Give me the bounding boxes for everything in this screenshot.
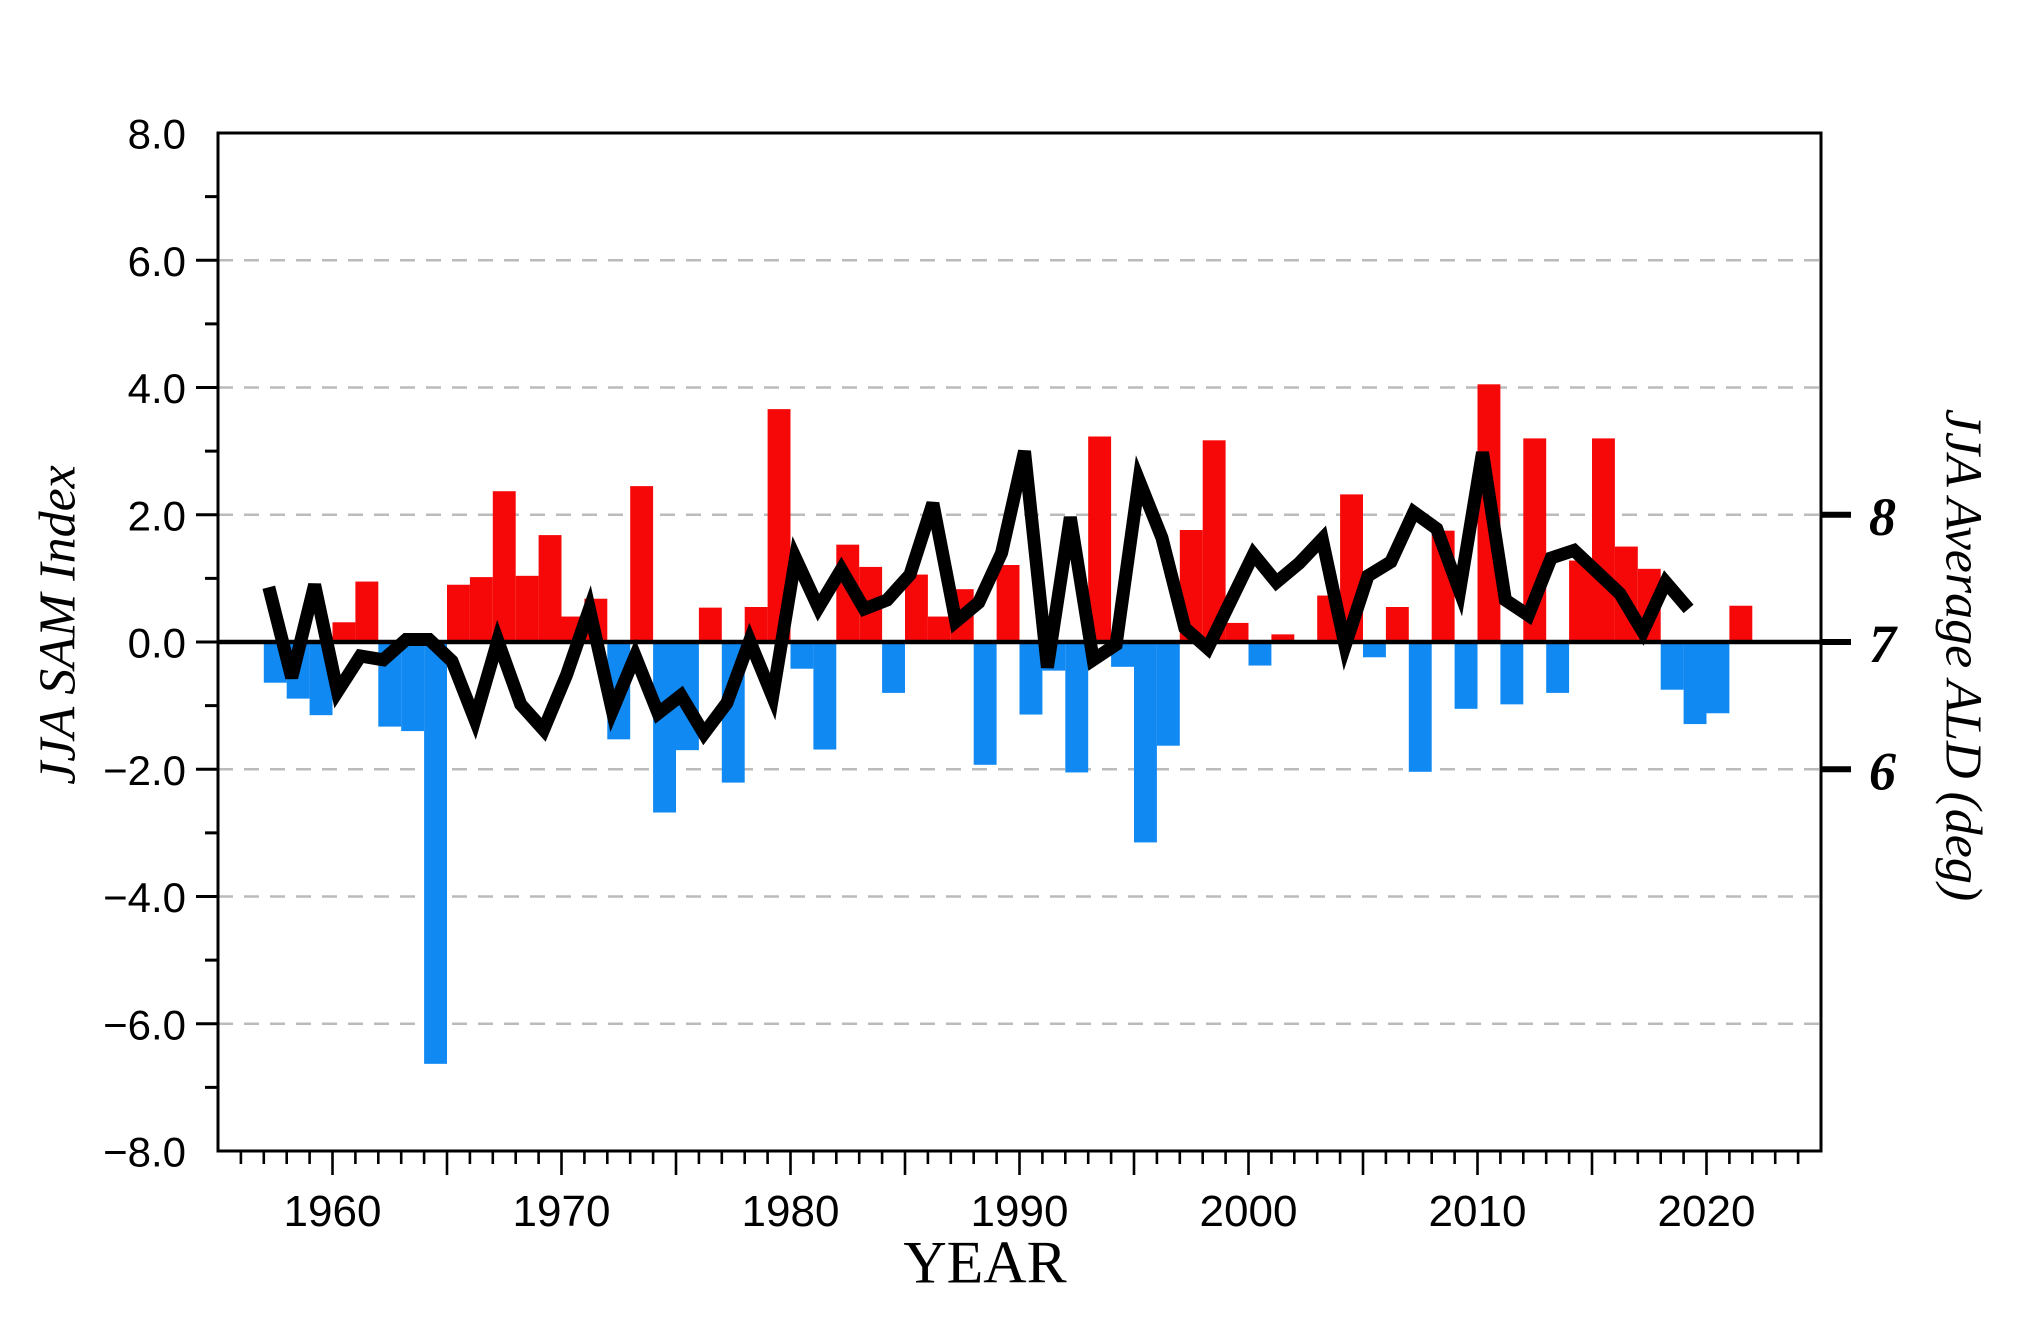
bottom-tick-label-1980: 1980 (742, 1187, 840, 1236)
bar-1965 (447, 584, 470, 642)
bottom-tick-label-2020: 2020 (1658, 1187, 1756, 1236)
bar-2011 (1500, 642, 1524, 705)
sam-bars (263, 384, 1753, 1064)
bar-2020 (1706, 642, 1730, 714)
bar-2005 (1363, 642, 1386, 658)
bottom-tick-label-2000: 2000 (1200, 1187, 1298, 1236)
bar-1969 (538, 535, 562, 642)
bar-1973 (630, 486, 654, 642)
bar-1961 (355, 581, 379, 642)
bar-1963 (401, 642, 425, 732)
left-tick-label--4: −4.0 (103, 874, 186, 921)
right-tick-label-6: 6 (1869, 741, 1896, 801)
gridlines (218, 259, 1821, 1025)
right-tick-label-7: 7 (1869, 614, 1898, 674)
bar-1989 (996, 565, 1020, 642)
ald-line (262, 449, 1694, 746)
right-tick-label-8: 8 (1869, 487, 1896, 547)
left-tick-label--2: −2.0 (103, 747, 186, 794)
right-axis-title: JJA Average ALD (deg) (1934, 408, 1992, 902)
bottom-tick-label-1990: 1990 (971, 1187, 1069, 1236)
bar-1992 (1065, 642, 1089, 773)
bar-1980 (790, 642, 814, 669)
bar-1985 (905, 574, 928, 642)
bar-1995 (1134, 642, 1157, 843)
bar-2015 (1592, 438, 1615, 642)
bar-2006 (1385, 607, 1409, 642)
left-tick-label-6: 6.0 (128, 238, 186, 285)
bar-1967 (492, 491, 516, 642)
bar-1968 (515, 575, 539, 642)
bar-1964 (424, 642, 447, 1064)
left-axis-title: JJA SAM Index (29, 465, 87, 785)
bar-1960 (332, 622, 356, 642)
bottom-axis: 1960 1970 1980 1990 2000 2010 2020 (239, 1151, 1800, 1236)
bar-1974 (653, 642, 676, 813)
left-tick-label-2: 2.0 (128, 492, 186, 539)
bar-1998 (1202, 440, 1226, 642)
bar-2013 (1546, 642, 1570, 693)
bar-2000 (1248, 642, 1272, 666)
bottom-tick-label-1960: 1960 (284, 1187, 382, 1236)
left-tick-label--8: −8.0 (103, 1129, 186, 1176)
bar-2001 (1271, 634, 1295, 642)
bar-1990 (1019, 642, 1043, 715)
bar-2021 (1729, 605, 1753, 642)
bar-1966 (469, 577, 493, 642)
left-tick-label-4: 4.0 (128, 365, 186, 412)
bar-2019 (1683, 642, 1707, 725)
bar-1999 (1225, 622, 1249, 642)
bar-1976 (698, 607, 722, 642)
bar-2014 (1569, 560, 1592, 642)
bar-1986 (927, 616, 951, 642)
left-tick-label-8: 8.0 (128, 111, 186, 158)
right-axis: 8 7 6 (1821, 487, 1898, 801)
left-tick-label--6: −6.0 (103, 1001, 186, 1048)
bottom-tick-label-2010: 2010 (1429, 1187, 1527, 1236)
bar-1984 (882, 642, 905, 693)
bar-1993 (1088, 436, 1112, 642)
bar-2018 (1660, 642, 1684, 690)
bottom-tick-label-1970: 1970 (513, 1187, 611, 1236)
bar-1988 (973, 642, 997, 765)
left-axis: 8.0 6.0 4.0 2.0 0.0 −2.0 −4.0 −6.0 −8.0 (103, 111, 218, 1176)
left-tick-label-0: 0.0 (128, 620, 186, 667)
x-axis-title: YEAR (903, 1229, 1067, 1296)
bar-1996 (1156, 642, 1180, 746)
bar-1981 (813, 642, 837, 750)
bar-2007 (1408, 642, 1432, 772)
bar-2009 (1454, 642, 1478, 709)
